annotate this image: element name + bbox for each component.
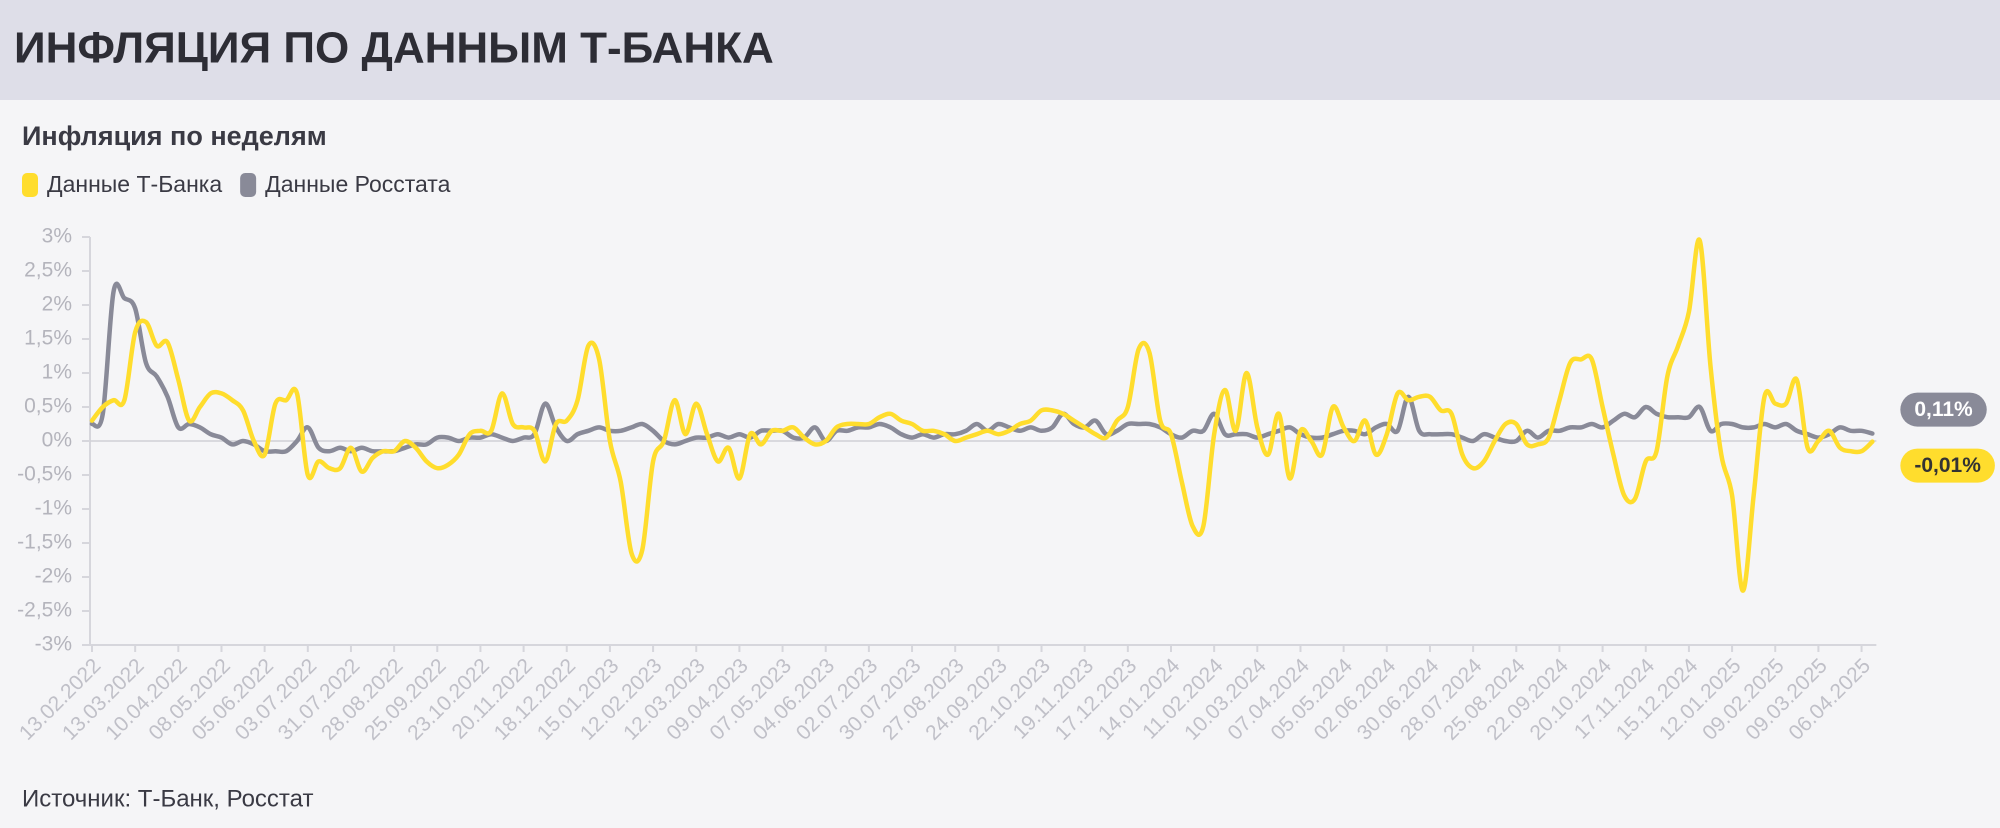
- y-tick-label: -2,5%: [17, 599, 72, 622]
- y-tick-label: -2%: [35, 565, 72, 588]
- end-badge: -0,01%: [1900, 448, 1995, 483]
- end-badge-bg: [1900, 448, 1995, 483]
- end-badge: 0,11%: [1900, 392, 1987, 427]
- y-tick-label: -1,5%: [17, 531, 72, 554]
- legend-label: Данные Т-Банка: [47, 171, 222, 197]
- end-badge-bg: [1900, 392, 1987, 427]
- legend-label: Данные Росстата: [265, 171, 450, 197]
- y-tick-label: 3%: [42, 225, 72, 248]
- y-tick-label: 2,5%: [24, 259, 72, 282]
- y-tick-label: -3%: [35, 633, 72, 656]
- y-tick-label: 1%: [42, 361, 72, 384]
- y-tick-label: 0%: [42, 429, 72, 452]
- y-tick-label: 1,5%: [24, 327, 72, 350]
- source: Источник: Т-Банк, Росстат: [22, 785, 313, 812]
- header-band: [0, 0, 2000, 100]
- y-tick-label: -0,5%: [17, 463, 72, 486]
- y-tick-label: 0,5%: [24, 395, 72, 418]
- legend-swatch: [240, 173, 257, 197]
- chart-title: Инфляция по неделям: [22, 121, 327, 151]
- legend-swatch: [22, 173, 38, 197]
- series-line: [89, 237, 1875, 593]
- y-tick-label: 2%: [42, 293, 72, 316]
- end-badge-label: 0,11%: [1914, 398, 1973, 421]
- end-badge-label: -0,01%: [1914, 454, 1981, 477]
- y-tick-label: -1%: [35, 497, 72, 520]
- page-title: ИНФЛЯЦИЯ ПО ДАННЫМ Т-БАНКА: [14, 24, 774, 73]
